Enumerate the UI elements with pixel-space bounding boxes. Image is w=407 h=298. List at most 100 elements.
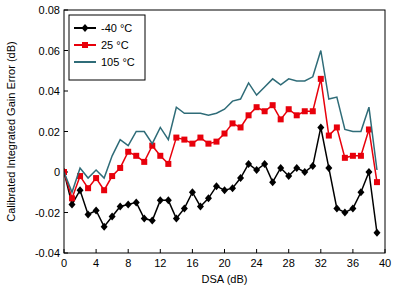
marker [326,133,332,139]
x-tick-label: 40 [379,257,391,269]
x-tick-label: 4 [93,257,99,269]
marker [205,141,211,147]
marker [181,204,188,212]
marker [229,184,236,192]
marker [141,159,147,165]
marker [248,82,249,83]
x-tick-label: 28 [283,257,295,269]
y-tick-label: 0.06 [39,45,60,57]
y-tick-label: 0.08 [39,4,60,16]
marker [272,78,273,79]
series-line [64,127,377,232]
y-tick [64,131,68,132]
marker [301,168,308,176]
legend-label: 105 °C [101,56,135,68]
marker [197,202,204,210]
axes: 0481216202428323640-0.04-0.0200.020.040.… [35,4,391,269]
x-tick-label: 0 [61,257,67,269]
marker [358,153,364,159]
marker [280,84,281,85]
marker [294,112,300,118]
x-tick [96,249,97,253]
marker [117,165,123,171]
marker [85,211,92,219]
x-tick-label: 32 [315,257,327,269]
marker [80,167,81,168]
marker [264,86,265,87]
marker [77,186,84,194]
marker [320,50,321,51]
legend-swatch [74,61,96,63]
y-tick-label: 0 [54,166,60,178]
marker [213,182,220,190]
y-tick [64,50,68,51]
marker [128,145,129,146]
marker [246,112,252,118]
chart: 0481216202428323640-0.04-0.0200.020.040.… [0,0,407,298]
marker [189,188,196,196]
marker [341,209,348,217]
marker [69,195,75,201]
marker [222,131,228,137]
marker [69,200,76,208]
marker [133,153,139,159]
marker [376,169,377,170]
marker [374,179,380,185]
marker [240,99,241,100]
marker [256,95,257,96]
marker [205,194,212,202]
marker [238,124,244,130]
x-tick [224,249,225,253]
marker [109,173,115,179]
legend-marker [82,24,89,32]
marker [317,123,324,131]
x-tick-label: 24 [250,257,262,269]
y-tick-label: 0.04 [39,85,60,97]
marker [101,187,107,193]
y-tick-label: -0.02 [35,207,60,219]
marker [192,113,193,114]
marker [101,223,108,231]
marker [237,174,244,182]
marker [136,131,137,132]
x-tick-label: 20 [218,257,230,269]
marker [160,127,161,128]
legend: -40 °C25 °C105 °C [69,15,145,80]
marker [302,108,308,114]
marker [96,169,97,170]
marker [133,198,140,206]
marker [109,213,116,221]
marker [312,76,313,77]
marker [365,168,372,176]
marker [157,196,164,204]
y-tick [64,91,68,92]
marker [325,164,332,172]
marker [208,115,209,116]
marker [117,202,124,210]
x-tick [320,249,321,253]
x-tick-label: 16 [186,257,198,269]
x-tick [192,249,193,253]
legend-marker [82,42,88,48]
marker [350,153,356,159]
marker [278,116,284,122]
marker [277,164,284,172]
marker [253,166,260,174]
marker [232,101,233,102]
marker [176,107,177,108]
marker [286,106,292,112]
x-tick-label: 36 [347,257,359,269]
marker [230,120,236,126]
marker [318,76,324,82]
x-axis-label: DSA (dB) [202,273,248,285]
legend-label: -40 °C [101,22,132,34]
marker [328,99,329,100]
marker [342,155,348,161]
x-tick [288,249,289,253]
marker [144,131,145,132]
marker [85,185,91,191]
x-tick [256,249,257,253]
marker [184,113,185,114]
marker [125,149,131,155]
marker [245,160,252,168]
